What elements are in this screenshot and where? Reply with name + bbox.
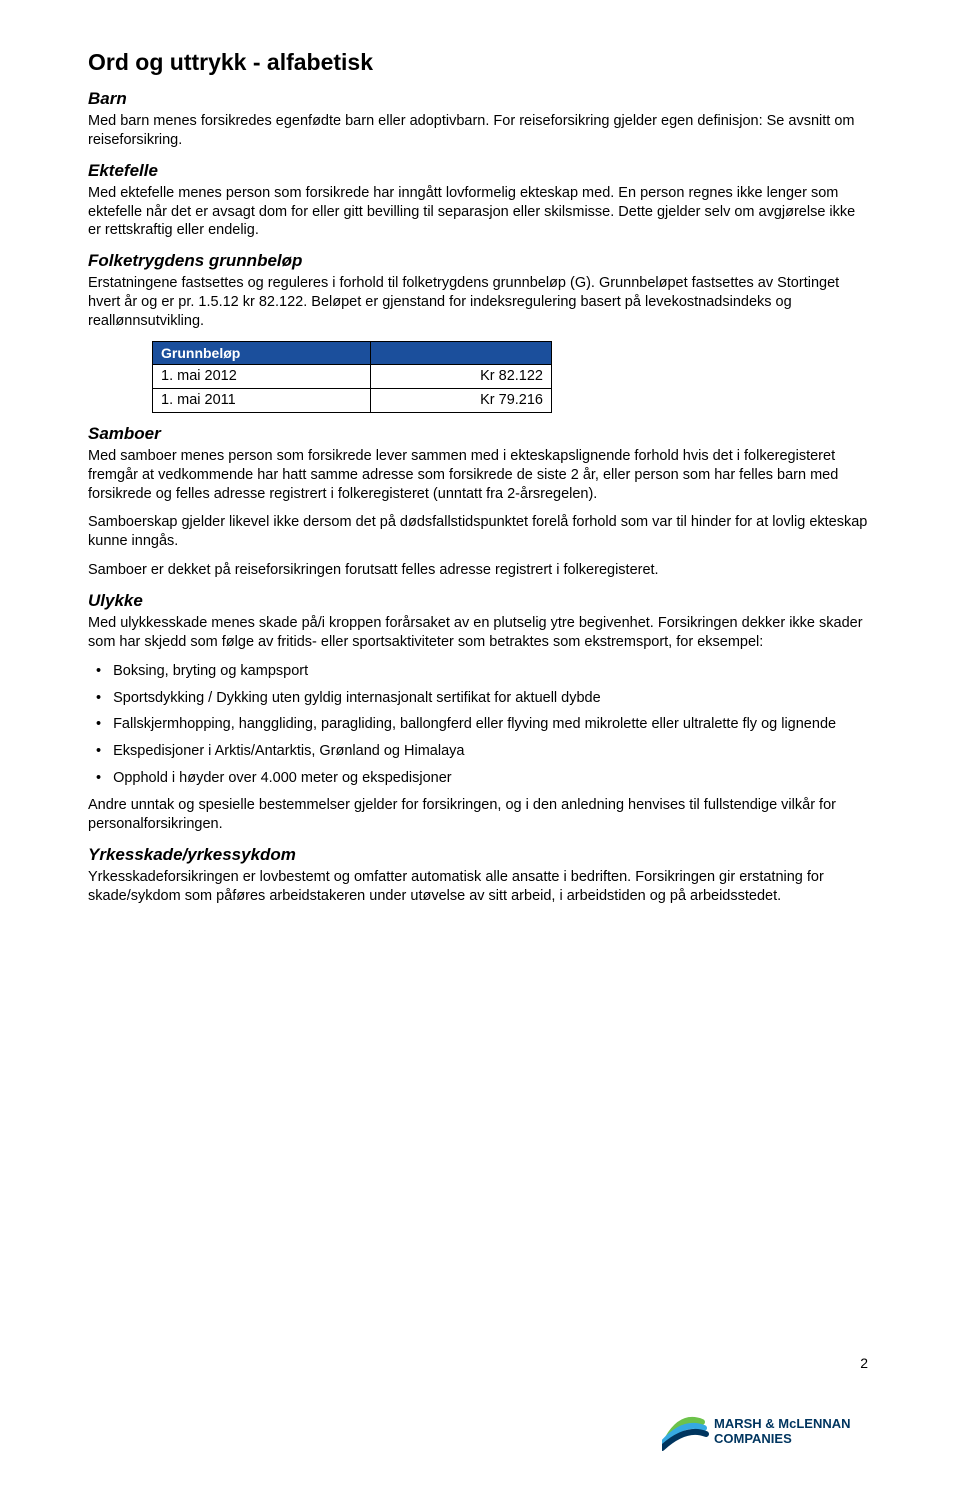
text-samboer-2: Samboerskap gjelder likevel ikke dersom …: [88, 513, 872, 551]
table-row: 1. mai 2012 Kr 82.122: [153, 365, 552, 389]
heading-samboer: Samboer: [88, 423, 872, 445]
logo-text-1: MARSH & McLENNAN: [714, 1416, 851, 1431]
list-item: Ekspedisjoner i Arktis/Antarktis, Grønla…: [88, 742, 872, 761]
list-item: Opphold i høyder over 4.000 meter og eks…: [88, 769, 872, 788]
grunnbelop-table: Grunnbeløp 1. mai 2012 Kr 82.122 1. mai …: [152, 341, 552, 413]
page-number: 2: [860, 1354, 868, 1372]
text-ulykke-footer: Andre unntak og spesielle bestemmelser g…: [88, 796, 872, 834]
text-ulykke-intro: Med ulykkesskade menes skade på/i kroppe…: [88, 614, 872, 652]
heading-ulykke: Ulykke: [88, 590, 872, 612]
text-yrkesskade: Yrkesskadeforsikringen er lovbestemt og …: [88, 868, 872, 906]
section-samboer: Samboer Med samboer menes person som for…: [88, 423, 872, 580]
table-row: 1. mai 2011 Kr 79.216: [153, 388, 552, 412]
text-samboer-3: Samboer er dekket på reiseforsikringen f…: [88, 561, 872, 580]
heading-folketrygd: Folketrygdens grunnbeløp: [88, 250, 872, 272]
text-barn: Med barn menes forsikredes egenfødte bar…: [88, 112, 872, 150]
logo-svg: MARSH & McLENNAN COMPANIES: [662, 1402, 872, 1452]
table-cell-label: 1. mai 2012: [153, 365, 371, 389]
section-ulykke: Ulykke Med ulykkesskade menes skade på/i…: [88, 590, 872, 834]
heading-yrkesskade: Yrkesskade/yrkessykdom: [88, 844, 872, 866]
text-ektefelle: Med ektefelle menes person som forsikred…: [88, 184, 872, 241]
section-ektefelle: Ektefelle Med ektefelle menes person som…: [88, 160, 872, 241]
heading-barn: Barn: [88, 88, 872, 110]
text-samboer-1: Med samboer menes person som forsikrede …: [88, 447, 872, 504]
table-header-empty: [371, 341, 552, 364]
table-header: Grunnbeløp: [153, 341, 371, 364]
heading-ektefelle: Ektefelle: [88, 160, 872, 182]
table-cell-value: Kr 79.216: [371, 388, 552, 412]
table-header-row: Grunnbeløp: [153, 341, 552, 364]
table-cell-label: 1. mai 2011: [153, 388, 371, 412]
table-cell-value: Kr 82.122: [371, 365, 552, 389]
section-yrkesskade: Yrkesskade/yrkessykdom Yrkesskadeforsikr…: [88, 844, 872, 906]
list-item: Boksing, bryting og kampsport: [88, 662, 872, 681]
section-folketrygd: Folketrygdens grunnbeløp Erstatningene f…: [88, 250, 872, 331]
logo-text-2: COMPANIES: [714, 1431, 792, 1446]
list-item: Fallskjermhopping, hanggliding, paraglid…: [88, 715, 872, 734]
list-item: Sportsdykking / Dykking uten gyldig inte…: [88, 689, 872, 708]
text-folketrygd: Erstatningene fastsettes og reguleres i …: [88, 274, 872, 331]
section-barn: Barn Med barn menes forsikredes egenfødt…: [88, 88, 872, 150]
ulykke-bullet-list: Boksing, bryting og kampsport Sportsdykk…: [88, 662, 872, 788]
page-title: Ord og uttrykk - alfabetisk: [88, 48, 872, 78]
company-logo: MARSH & McLENNAN COMPANIES: [662, 1402, 872, 1452]
